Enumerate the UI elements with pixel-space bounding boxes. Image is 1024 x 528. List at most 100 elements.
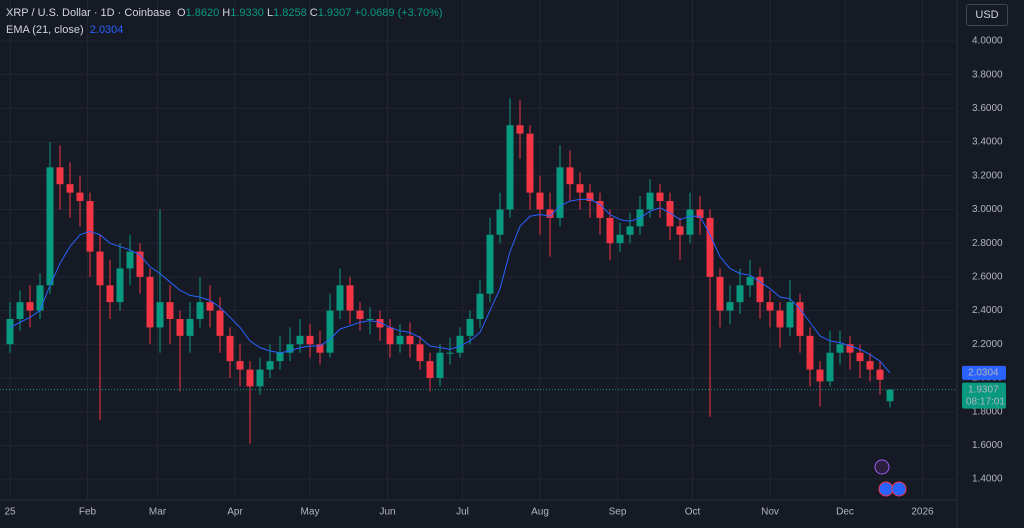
ema-axis-label: 2.0304	[968, 368, 999, 379]
candle-body	[426, 361, 434, 378]
candle-body	[736, 285, 744, 303]
price-axis-label: 1.9307	[968, 384, 999, 395]
candle-body	[146, 276, 154, 328]
candle-body	[506, 125, 514, 210]
candle-body	[596, 201, 604, 218]
candle-body	[106, 285, 114, 303]
candle-body	[66, 184, 74, 193]
candle-body	[236, 361, 244, 370]
candle-body	[816, 369, 824, 382]
candle-body	[46, 167, 54, 286]
candle-body	[476, 293, 484, 320]
candle-body	[456, 335, 464, 353]
candle-body	[856, 352, 864, 362]
indicator-value: 2.0304	[89, 24, 124, 36]
candle-body	[16, 302, 24, 320]
ohlc-value: 1.9307	[317, 7, 352, 19]
flag-icon[interactable]	[878, 481, 894, 497]
candle-body	[326, 310, 334, 353]
candle-body	[836, 344, 844, 353]
candle-body	[666, 201, 674, 227]
y-tick-label: 2.2000	[972, 339, 1003, 350]
x-tick-label: Apr	[227, 507, 243, 518]
candle-body	[466, 319, 474, 336]
y-tick-label: 4.0000	[972, 36, 1003, 47]
candle-body	[356, 310, 364, 320]
candle-body	[156, 302, 164, 328]
indicator-row: EMA (21, close) 2.0304	[6, 22, 443, 39]
x-tick-label: 2026	[911, 507, 934, 518]
y-tick-label: 3.4000	[972, 137, 1003, 148]
candle-body	[136, 251, 144, 277]
x-tick-label: Jun	[379, 507, 395, 518]
ohlc-key: C	[309, 7, 318, 19]
candle-body	[316, 344, 324, 353]
candle-body	[606, 217, 614, 244]
candle-body	[246, 369, 254, 387]
candle-body	[56, 167, 64, 185]
candle-body	[96, 251, 104, 286]
candle-body	[776, 310, 784, 328]
candle-body	[346, 285, 354, 311]
candle-body	[536, 192, 544, 210]
x-tick-label: Aug	[531, 507, 549, 518]
x-tick-label: Feb	[79, 507, 97, 518]
candle-body	[586, 192, 594, 202]
candle-body	[486, 234, 494, 294]
x-tick-label: May	[301, 507, 320, 518]
candle-body	[336, 285, 344, 311]
candle-body	[206, 302, 214, 311]
candle-body	[446, 352, 454, 354]
candle-body	[556, 167, 564, 218]
candle-body	[276, 352, 284, 362]
candle-body	[526, 133, 534, 193]
countdown: 08:17:01	[966, 396, 1005, 407]
candle-body	[566, 167, 574, 185]
candle-body	[576, 184, 584, 193]
candle-body	[286, 344, 294, 353]
event-icon[interactable]	[874, 459, 890, 475]
y-tick-label: 3.0000	[972, 204, 1003, 215]
candle-body	[496, 209, 504, 235]
candle-body	[826, 352, 834, 382]
candle-body	[706, 217, 714, 277]
flag-icon[interactable]	[891, 481, 907, 497]
y-tick-label: 2.4000	[972, 305, 1003, 316]
candle-body	[846, 344, 854, 353]
y-tick-label: 3.2000	[972, 170, 1003, 181]
candle-body	[786, 302, 794, 328]
candle-body	[376, 319, 384, 328]
candle-body	[386, 327, 394, 345]
symbol: XRP / U.S. Dollar · 1D · Coinbase	[6, 7, 171, 19]
y-tick-label: 1.4000	[972, 474, 1003, 485]
x-tick-label: 25	[4, 507, 16, 518]
x-tick-label: Sep	[609, 507, 627, 518]
x-tick-label: Nov	[761, 507, 779, 518]
candle-body	[726, 302, 734, 311]
candle-body	[656, 192, 664, 202]
candle-body	[796, 302, 804, 336]
candle-body	[296, 335, 304, 345]
candle-body	[186, 319, 194, 336]
ema-line	[9, 198, 891, 374]
candle-body	[116, 268, 124, 303]
currency-button[interactable]: USD	[966, 4, 1008, 26]
candle-body	[436, 352, 444, 378]
grid	[0, 0, 955, 500]
candle-body	[876, 369, 884, 380]
candle-body	[226, 335, 234, 362]
ohlc-key: O	[176, 7, 186, 19]
candle-body	[216, 310, 224, 336]
candle-body	[756, 276, 764, 303]
indicator-name: EMA (21, close)	[6, 24, 84, 36]
candle-body	[616, 234, 624, 244]
y-tick-label: 1.6000	[972, 440, 1003, 451]
y-tick-label: 3.6000	[972, 103, 1003, 114]
ohlc-key: H	[222, 7, 231, 19]
candle-body	[686, 209, 694, 235]
candle-body	[166, 302, 174, 320]
candle-body	[886, 389, 894, 402]
candle-body	[306, 335, 314, 345]
